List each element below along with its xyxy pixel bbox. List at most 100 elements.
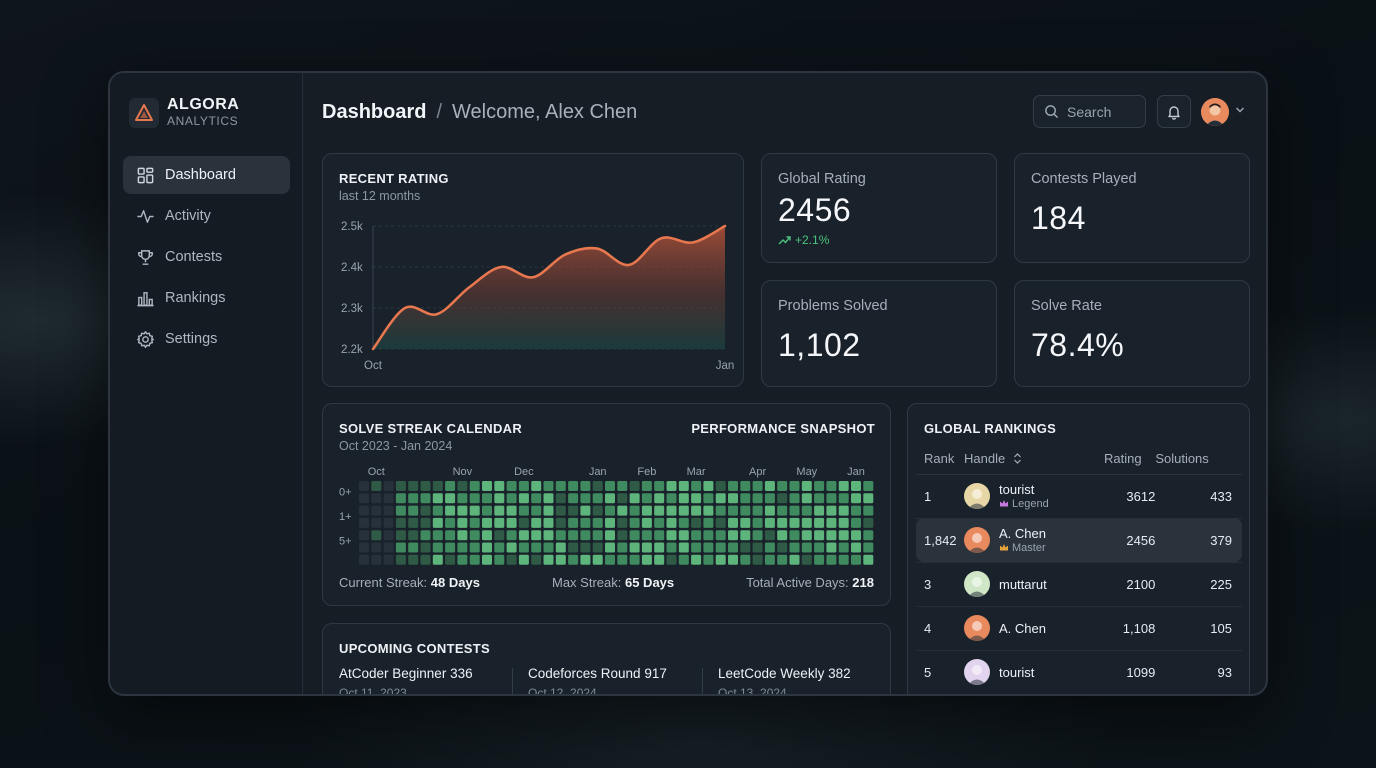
- heatmap-cell[interactable]: [814, 517, 825, 528]
- heatmap-cell[interactable]: [777, 481, 788, 491]
- heatmap-cell[interactable]: [359, 505, 369, 516]
- heatmap-cell[interactable]: [543, 542, 554, 553]
- heatmap-cell[interactable]: [568, 481, 579, 491]
- heatmap-cell[interactable]: [408, 542, 419, 553]
- heatmap-cell[interactable]: [826, 517, 837, 528]
- heatmap-cell[interactable]: [531, 554, 542, 565]
- heatmap-cell[interactable]: [395, 517, 406, 528]
- heatmap-cell[interactable]: [506, 542, 517, 553]
- heatmap-cell[interactable]: [518, 517, 529, 528]
- heatmap-cell[interactable]: [629, 505, 640, 516]
- heatmap-cell[interactable]: [629, 493, 640, 504]
- heatmap-cell[interactable]: [432, 530, 443, 541]
- heatmap-cell[interactable]: [420, 505, 431, 516]
- heatmap-cell[interactable]: [568, 505, 579, 516]
- heatmap-cell[interactable]: [432, 517, 443, 528]
- heatmap-cell[interactable]: [580, 505, 591, 516]
- heatmap-cell[interactable]: [518, 554, 529, 565]
- heatmap-cell[interactable]: [359, 481, 369, 491]
- heatmap-cell[interactable]: [777, 493, 788, 504]
- heatmap-cell[interactable]: [814, 554, 825, 565]
- heatmap-cell[interactable]: [838, 505, 849, 516]
- heatmap-cell[interactable]: [605, 481, 615, 491]
- heatmap-cell[interactable]: [826, 542, 837, 553]
- heatmap-cell[interactable]: [592, 554, 603, 565]
- heatmap-cell[interactable]: [494, 481, 505, 491]
- heatmap-cell[interactable]: [641, 554, 652, 565]
- heatmap-cell[interactable]: [715, 481, 726, 491]
- heatmap-cell[interactable]: [666, 530, 677, 541]
- heatmap-cell[interactable]: [518, 505, 529, 516]
- heatmap-cell[interactable]: [801, 493, 812, 504]
- heatmap-cell[interactable]: [420, 517, 431, 528]
- heatmap-cell[interactable]: [432, 542, 443, 553]
- contest-item[interactable]: LeetCode Weekly 382 Oct 13, 2024: [718, 666, 851, 694]
- heatmap-cell[interactable]: [568, 517, 579, 528]
- heatmap-cell[interactable]: [371, 517, 382, 528]
- heatmap-cell[interactable]: [592, 530, 603, 541]
- table-row[interactable]: 3 muttarut 2100 225: [916, 562, 1242, 607]
- heatmap-cell[interactable]: [703, 505, 714, 516]
- heatmap-cell[interactable]: [777, 517, 788, 528]
- heatmap-cell[interactable]: [592, 493, 603, 504]
- heatmap-cell[interactable]: [617, 554, 628, 565]
- heatmap-cell[interactable]: [801, 481, 812, 491]
- heatmap-cell[interactable]: [678, 530, 689, 541]
- heatmap-cell[interactable]: [605, 517, 615, 528]
- heatmap-cell[interactable]: [826, 493, 837, 504]
- heatmap-cell[interactable]: [395, 530, 406, 541]
- heatmap-cell[interactable]: [728, 517, 738, 528]
- heatmap-cell[interactable]: [420, 542, 431, 553]
- heatmap-cell[interactable]: [801, 542, 812, 553]
- heatmap-cell[interactable]: [543, 554, 554, 565]
- user-avatar[interactable]: [1201, 98, 1229, 126]
- heatmap-cell[interactable]: [641, 505, 652, 516]
- heatmap-cell[interactable]: [555, 493, 566, 504]
- heatmap-cell[interactable]: [666, 517, 677, 528]
- heatmap-cell[interactable]: [580, 481, 591, 491]
- heatmap-cell[interactable]: [838, 554, 849, 565]
- heatmap-cell[interactable]: [432, 505, 443, 516]
- heatmap-cell[interactable]: [752, 517, 763, 528]
- heatmap-cell[interactable]: [728, 481, 738, 491]
- heatmap-cell[interactable]: [531, 542, 542, 553]
- heatmap-cell[interactable]: [605, 542, 615, 553]
- heatmap-cell[interactable]: [408, 505, 419, 516]
- heatmap-cell[interactable]: [703, 481, 714, 491]
- heatmap-cell[interactable]: [789, 542, 800, 553]
- heatmap-cell[interactable]: [691, 493, 702, 504]
- heatmap-cell[interactable]: [764, 493, 775, 504]
- heatmap-cell[interactable]: [395, 554, 406, 565]
- heatmap-cell[interactable]: [666, 554, 677, 565]
- heatmap-cell[interactable]: [371, 554, 382, 565]
- heatmap-cell[interactable]: [555, 481, 566, 491]
- heatmap-cell[interactable]: [703, 493, 714, 504]
- heatmap-cell[interactable]: [654, 554, 665, 565]
- heatmap-cell[interactable]: [371, 530, 382, 541]
- chevron-down-icon[interactable]: [1235, 106, 1245, 114]
- heatmap-cell[interactable]: [764, 554, 775, 565]
- heatmap-cell[interactable]: [494, 517, 505, 528]
- heatmap-cell[interactable]: [752, 542, 763, 553]
- heatmap-cell[interactable]: [457, 481, 468, 491]
- heatmap-cell[interactable]: [703, 554, 714, 565]
- heatmap-cell[interactable]: [420, 530, 431, 541]
- heatmap-cell[interactable]: [851, 505, 861, 516]
- heatmap-cell[interactable]: [666, 493, 677, 504]
- heatmap-cell[interactable]: [395, 481, 406, 491]
- heatmap-cell[interactable]: [678, 554, 689, 565]
- heatmap-cell[interactable]: [568, 554, 579, 565]
- heatmap-cell[interactable]: [543, 481, 554, 491]
- heatmap-cell[interactable]: [641, 542, 652, 553]
- heatmap-cell[interactable]: [469, 554, 480, 565]
- heatmap-cell[interactable]: [482, 517, 492, 528]
- heatmap-cell[interactable]: [641, 517, 652, 528]
- heatmap-cell[interactable]: [691, 481, 702, 491]
- heatmap-cell[interactable]: [629, 481, 640, 491]
- heatmap-cell[interactable]: [605, 554, 615, 565]
- heatmap-cell[interactable]: [728, 530, 738, 541]
- heatmap-cell[interactable]: [654, 493, 665, 504]
- heatmap-cell[interactable]: [494, 542, 505, 553]
- heatmap-cell[interactable]: [371, 481, 382, 491]
- heatmap-cell[interactable]: [691, 517, 702, 528]
